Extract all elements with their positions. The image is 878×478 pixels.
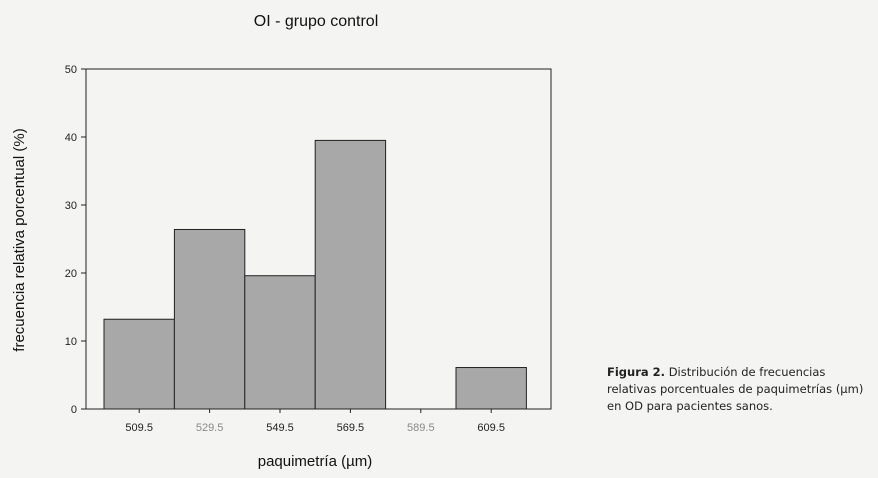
y-tick-label: 40 [65, 132, 77, 144]
chart-title: OI - grupo control [254, 13, 379, 30]
bar-549.5 [244, 275, 316, 410]
x-axis: 509.5 529.5 549.5 569.5 589.5 609.5 [125, 409, 505, 434]
figure-caption: Figura 2. Distribución de frecuencias re… [607, 364, 875, 415]
y-tick-label: 0 [71, 404, 77, 416]
y-tick-label: 50 [65, 64, 77, 76]
y-tick-label: 20 [65, 268, 77, 280]
x-tick-label: 609.5 [477, 422, 505, 434]
x-tick-label: 529.5 [196, 422, 224, 434]
x-tick-label: 549.5 [266, 422, 294, 434]
bar-529.5 [173, 228, 246, 410]
y-tick-label: 10 [65, 336, 77, 348]
bars-layer [103, 139, 527, 410]
x-tick-label: 589.5 [407, 422, 435, 434]
y-axis: 0 10 20 30 40 50 [65, 64, 86, 416]
y-tick-label: 30 [65, 200, 77, 212]
x-axis-label: paquimetría (µm) [258, 453, 373, 470]
y-axis-label: frecuencia relativa porcentual (%) [11, 128, 28, 351]
x-tick-label: 569.5 [337, 422, 365, 434]
bar-609.5 [455, 367, 527, 410]
bar-509.5 [103, 318, 175, 410]
caption-text: Distribución de frecuencias relativas po… [607, 365, 864, 413]
caption-label: Figura 2. [607, 365, 666, 379]
x-tick-label: 509.5 [125, 422, 153, 434]
bar-569.5 [314, 139, 387, 410]
